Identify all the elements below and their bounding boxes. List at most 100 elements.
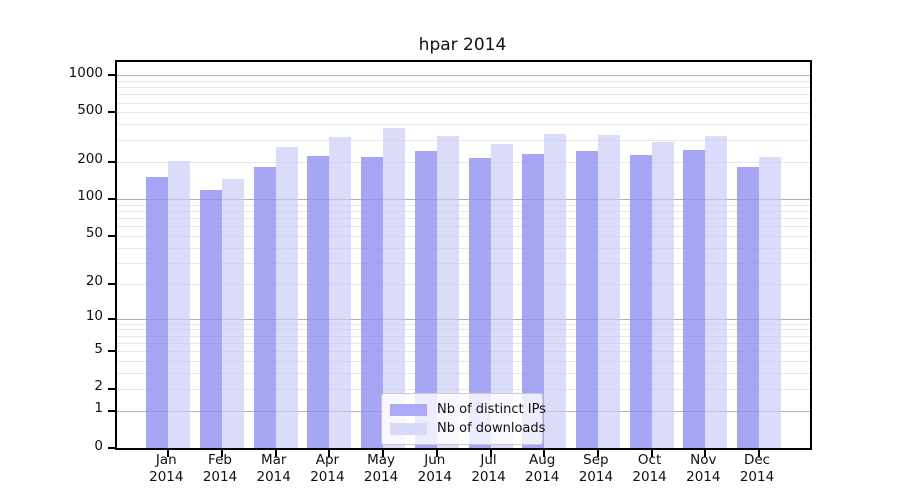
x-tick-month: Apr bbox=[315, 452, 340, 468]
gridline-minor bbox=[117, 80, 810, 82]
legend: Nb of distinct IPs Nb of downloads bbox=[381, 393, 546, 445]
x-axis-tick-label: Jun 2014 bbox=[405, 452, 465, 486]
gridline-minor bbox=[117, 329, 810, 331]
x-tick-year: 2014 bbox=[525, 469, 560, 485]
y-axis-tick bbox=[108, 447, 115, 449]
gridline-minor bbox=[117, 210, 810, 212]
gridline-minor bbox=[117, 102, 810, 104]
x-axis-tick bbox=[435, 450, 438, 457]
bar-distinct-ips-oct bbox=[629, 154, 652, 448]
x-tick-month: Aug bbox=[529, 452, 556, 468]
y-axis-tick-label: 50 bbox=[85, 225, 103, 242]
y-axis-tick-label: 0 bbox=[94, 437, 103, 454]
x-tick-month: Nov bbox=[690, 452, 717, 468]
bar-downloads-mar bbox=[275, 146, 298, 448]
x-axis-tick-label: Jul 2014 bbox=[459, 452, 519, 486]
bar-distinct-ips-jul bbox=[468, 158, 491, 448]
x-axis-tick-label: Oct 2014 bbox=[620, 452, 680, 486]
legend-row-distinct-ips: Nb of distinct IPs bbox=[390, 401, 546, 418]
bar-distinct-ips-nov bbox=[683, 149, 706, 448]
gridline-minor bbox=[117, 335, 810, 337]
gridline-major bbox=[117, 318, 810, 320]
y-axis-tick-label: 5 bbox=[94, 340, 103, 357]
bar-distinct-ips-dec bbox=[737, 167, 759, 448]
y-axis-tick-label: 200 bbox=[77, 151, 103, 168]
gridline-minor bbox=[117, 226, 810, 228]
bar-downloads-jun bbox=[436, 136, 459, 448]
legend-label-downloads: Nb of downloads bbox=[437, 421, 546, 436]
x-axis-tick bbox=[596, 450, 599, 457]
gridline-minor bbox=[117, 388, 810, 390]
x-axis-tick-label: Sep 2014 bbox=[566, 452, 626, 486]
x-axis-tick bbox=[650, 450, 653, 457]
gridline-minor bbox=[117, 204, 810, 206]
x-tick-year: 2014 bbox=[310, 469, 345, 485]
bar-distinct-ips-sep bbox=[575, 150, 598, 448]
gridline-minor bbox=[117, 235, 810, 237]
x-tick-year: 2014 bbox=[202, 469, 238, 485]
gridline-minor bbox=[117, 139, 810, 141]
x-tick-month: Jan bbox=[155, 452, 177, 468]
gridline-minor bbox=[117, 217, 810, 219]
x-tick-year: 2014 bbox=[471, 469, 506, 485]
bar-downloads-feb bbox=[222, 179, 244, 448]
gridline-minor bbox=[117, 161, 810, 163]
x-tick-year: 2014 bbox=[417, 469, 452, 485]
y-axis-tick bbox=[108, 387, 115, 390]
bar-distinct-ips-jun bbox=[414, 150, 437, 448]
y-axis-tick-label: 20 bbox=[85, 273, 103, 290]
y-axis-tick-label: 2 bbox=[94, 378, 103, 395]
bar-downloads-may bbox=[383, 127, 406, 448]
bar-downloads-jan bbox=[168, 161, 191, 448]
gridline-minor bbox=[117, 343, 810, 344]
y-axis-tick bbox=[108, 282, 115, 285]
gridline-major bbox=[117, 75, 810, 76]
y-axis-tick bbox=[108, 160, 115, 163]
bar-distinct-ips-jan bbox=[146, 177, 169, 448]
gridline-minor bbox=[117, 124, 810, 126]
x-tick-year: 2014 bbox=[363, 469, 399, 485]
x-tick-month: Mar bbox=[260, 452, 287, 468]
x-tick-year: 2014 bbox=[256, 469, 291, 485]
bar-downloads-oct bbox=[651, 142, 674, 448]
bar-downloads-aug bbox=[544, 133, 567, 448]
x-axis-tick-label: May 2014 bbox=[351, 452, 411, 486]
y-axis-tick-label: 100 bbox=[77, 188, 103, 205]
bar-downloads-apr bbox=[329, 137, 352, 448]
legend-swatch-downloads-icon bbox=[390, 422, 427, 435]
x-tick-month: Dec bbox=[743, 452, 771, 468]
y-axis-tick-label: 10 bbox=[85, 308, 103, 325]
x-axis-tick-label: Apr 2014 bbox=[297, 452, 357, 486]
gridline-minor bbox=[117, 361, 810, 363]
bar-distinct-ips-apr bbox=[307, 155, 330, 448]
bar-downloads-jul bbox=[490, 144, 513, 448]
x-axis-tick-label: Mar 2014 bbox=[244, 452, 304, 486]
x-tick-month: Jul bbox=[480, 452, 497, 468]
y-axis-tick bbox=[108, 350, 115, 353]
bar-downloads-sep bbox=[597, 134, 620, 448]
gridline-minor bbox=[117, 373, 810, 375]
x-tick-month: May bbox=[367, 452, 396, 468]
x-axis-tick-label: Nov 2014 bbox=[673, 452, 733, 486]
x-tick-year: 2014 bbox=[578, 469, 614, 485]
x-axis-tick bbox=[758, 450, 760, 457]
y-axis-tick bbox=[108, 409, 115, 412]
gridline-minor bbox=[117, 351, 810, 353]
gridline-minor bbox=[117, 247, 810, 249]
gridline-minor bbox=[117, 112, 810, 114]
y-axis-tick-label: 1 bbox=[94, 400, 103, 417]
x-tick-month: Sep bbox=[583, 452, 609, 468]
x-axis-tick bbox=[489, 450, 492, 457]
bar-distinct-ips-aug bbox=[522, 154, 545, 448]
x-axis-tick bbox=[382, 450, 385, 457]
x-axis-tick bbox=[167, 450, 170, 457]
x-axis-tick bbox=[328, 450, 331, 457]
gridline-minor bbox=[117, 262, 810, 264]
x-tick-month: Feb bbox=[208, 452, 232, 468]
gridline-minor bbox=[117, 94, 810, 96]
bar-downloads-dec bbox=[759, 156, 781, 448]
y-axis-tick-label: 1000 bbox=[68, 64, 103, 81]
y-axis-tick bbox=[108, 74, 115, 76]
bar-distinct-ips-feb bbox=[200, 190, 222, 448]
